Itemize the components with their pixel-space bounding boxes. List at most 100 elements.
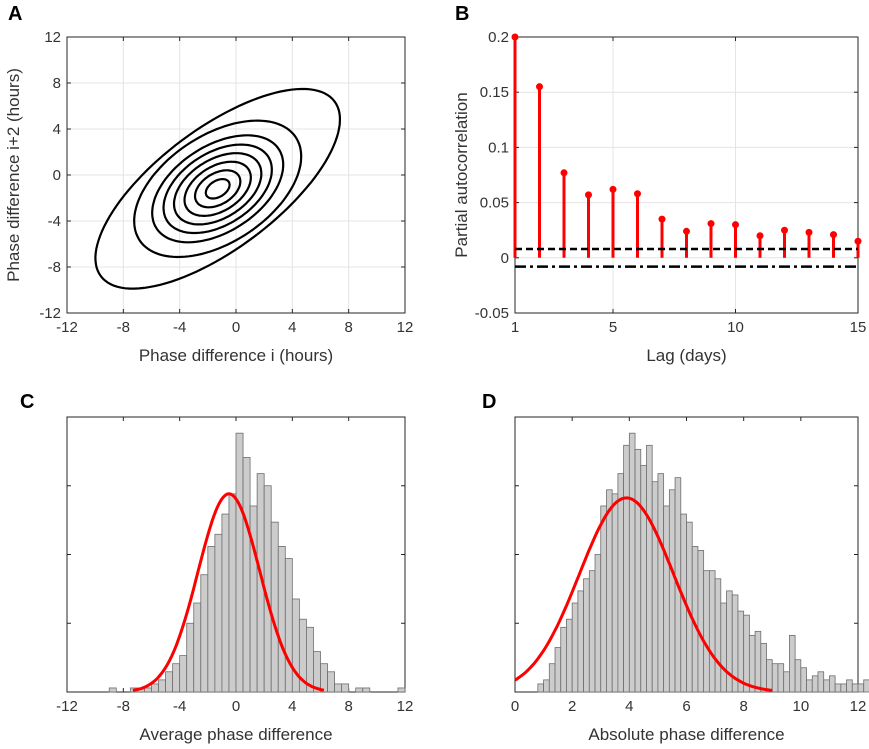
x-tick-label: 4 — [625, 698, 633, 715]
histogram-bar — [651, 481, 659, 693]
x-tick-label: 10 — [727, 319, 744, 336]
histogram-bar — [606, 489, 613, 693]
histogram-bar — [714, 578, 722, 693]
y-tick-label: 8 — [53, 75, 61, 92]
normal-fit-curve — [132, 492, 325, 692]
panel-letter: D — [482, 391, 496, 413]
histogram-bar — [397, 687, 406, 693]
histogram-bar — [783, 671, 790, 693]
panel-d-histogram: 0 2 4 6 8 10 12 Absolute phase difference D — [482, 391, 869, 744]
histogram-bar — [806, 679, 813, 693]
contour-line-7 — [133, 119, 303, 259]
contour-line-4 — [172, 152, 263, 226]
stem-marker — [756, 232, 764, 240]
panel-letter: B — [455, 3, 469, 25]
y-axis-label: Partial autocorrelation — [452, 92, 471, 257]
histogram-bar — [108, 687, 117, 693]
histogram-bar — [834, 683, 842, 693]
histogram-bar — [697, 550, 705, 693]
stem-marker — [609, 185, 617, 193]
y-tick-label: 0.15 — [480, 84, 509, 101]
histogram-bar — [186, 622, 195, 693]
stem-marker — [683, 227, 690, 235]
contour-line-5 — [162, 143, 273, 235]
x-tick-label: 10 — [792, 698, 809, 715]
histogram-bar — [708, 570, 716, 693]
histogram-bar — [144, 687, 152, 693]
stem-marker — [805, 228, 813, 236]
x-tick-label: 8 — [344, 319, 352, 336]
histogram-bar — [158, 679, 166, 693]
histogram-bar — [320, 663, 328, 693]
histogram-bar — [207, 546, 216, 693]
x-tick-label: 12 — [397, 319, 414, 336]
y-axis-label: Phase difference i+2 (hours) — [4, 68, 23, 282]
histogram-bar — [221, 513, 230, 693]
x-tick-label: 5 — [609, 319, 617, 336]
x-tick-label: -4 — [173, 698, 186, 715]
histogram-bar — [235, 432, 244, 693]
histogram-bar — [284, 558, 293, 693]
stem-marker — [732, 221, 739, 229]
stem-marker — [585, 191, 592, 199]
stem-marker — [658, 215, 666, 223]
contour-line-6 — [151, 134, 285, 244]
histogram-bar — [851, 683, 859, 693]
histogram-bar — [754, 630, 762, 693]
stem-marker — [560, 169, 568, 177]
histogram-bar — [242, 457, 251, 693]
x-tick-label: -4 — [173, 319, 186, 336]
y-tick-label: 0.1 — [488, 139, 509, 156]
histogram-bar — [840, 683, 847, 693]
x-tick-label: -12 — [56, 698, 78, 715]
y-tick-label: 12 — [44, 29, 61, 46]
stem-marker — [854, 237, 862, 245]
histogram-bar — [566, 618, 573, 693]
normal-fit-curve — [514, 496, 773, 692]
x-tick-label: 4 — [288, 319, 296, 336]
histogram-bar — [794, 659, 802, 693]
histogram-bar — [846, 679, 853, 693]
histogram-bar — [857, 683, 865, 693]
histogram-bar — [355, 687, 364, 693]
histogram-bar — [200, 574, 209, 693]
histogram-bar — [193, 602, 202, 693]
y-tick-label: 0 — [501, 250, 509, 267]
y-tick-label: -0.05 — [475, 305, 509, 322]
x-tick-label: 12 — [850, 698, 867, 715]
histogram-bar — [270, 521, 279, 693]
x-axis-label: Phase difference i (hours) — [139, 346, 333, 365]
histogram-bar — [327, 671, 335, 693]
histogram-bar — [583, 578, 590, 693]
y-tick-label: 0.2 — [488, 29, 509, 46]
histogram-bar — [179, 655, 188, 693]
x-tick-label: 6 — [682, 698, 690, 715]
panel-letter: C — [20, 391, 34, 413]
histogram-bar — [334, 683, 343, 693]
histogram-bar — [811, 675, 819, 693]
panel-c-histogram: -12 -8 -4 0 4 8 12 Average phase difference C — [20, 391, 413, 744]
x-tick-label: 0 — [511, 698, 519, 715]
histogram-bar — [560, 626, 567, 693]
histogram-bar — [623, 444, 630, 693]
y-tick-label: -4 — [48, 213, 61, 230]
y-tick-label: -12 — [39, 305, 61, 322]
contour-line-3 — [183, 160, 252, 218]
x-tick-label: 8 — [739, 698, 747, 715]
contour-line-8 — [94, 87, 341, 290]
histogram-bar — [577, 590, 585, 693]
x-tick-label: 1 — [511, 319, 519, 336]
histogram-bar — [554, 647, 562, 693]
x-tick-label: -8 — [117, 319, 130, 336]
histogram-bar — [800, 667, 807, 693]
histogram-bar — [543, 679, 550, 693]
x-axis-label: Lag (days) — [646, 346, 726, 365]
histogram-bar — [829, 675, 836, 693]
histogram-bar — [172, 663, 181, 693]
stem-marker — [781, 226, 788, 234]
x-tick-label: 0 — [232, 698, 240, 715]
stem-marker — [830, 231, 837, 239]
histogram-bar — [228, 493, 237, 693]
